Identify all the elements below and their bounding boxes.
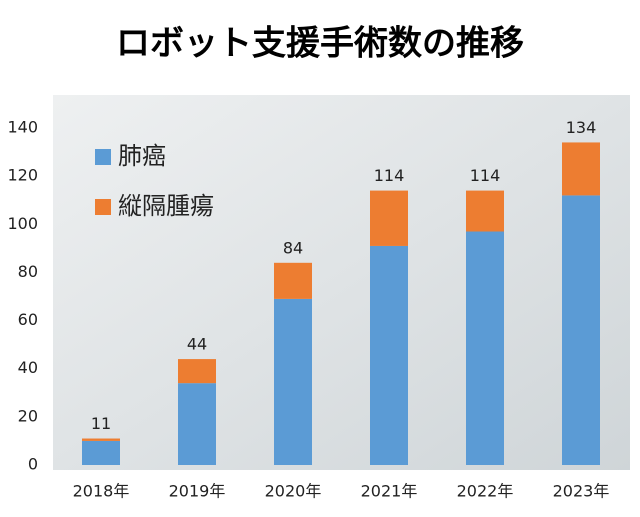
bar-segment <box>274 298 312 465</box>
bar-segment <box>370 245 408 465</box>
x-tick-label: 2023年 <box>553 482 610 501</box>
total-label: 11 <box>91 414 111 433</box>
bar-segment <box>274 262 312 299</box>
y-tick-label: 140 <box>7 118 38 137</box>
background-photo <box>53 95 630 470</box>
x-tick-label: 2020年 <box>265 482 322 501</box>
y-tick-label: 0 <box>28 455 38 474</box>
x-tick-label: 2021年 <box>361 482 418 501</box>
bar-segment <box>82 440 120 465</box>
y-tick-label: 20 <box>18 406 38 425</box>
bar-segment <box>562 195 600 465</box>
total-label: 114 <box>470 166 501 185</box>
legend-label: 縦隔腫瘍 <box>118 192 214 220</box>
y-tick-label: 40 <box>18 358 38 377</box>
total-label: 134 <box>566 118 597 137</box>
chart-title: ロボット支援手術数の推移 <box>116 24 524 64</box>
x-tick-label: 2022年 <box>457 482 514 501</box>
y-tick-label: 120 <box>7 166 38 185</box>
x-tick-label: 2018年 <box>73 482 130 501</box>
legend-swatch <box>95 149 111 165</box>
legend-label: 肺癌 <box>118 142 166 170</box>
y-tick-label: 100 <box>7 214 38 233</box>
bar-segment <box>466 231 504 465</box>
total-label: 84 <box>283 238 303 257</box>
total-label: 114 <box>374 166 405 185</box>
bar-segment <box>562 142 600 196</box>
total-label: 44 <box>187 335 207 354</box>
legend-swatch <box>95 199 111 215</box>
bar-segment <box>82 438 120 441</box>
bar-segment <box>178 359 216 384</box>
x-tick-label: 2019年 <box>169 482 226 501</box>
bar-segment <box>178 383 216 465</box>
bar-segment <box>370 190 408 246</box>
y-tick-label: 60 <box>18 310 38 329</box>
y-tick-label: 80 <box>18 262 38 281</box>
bar-segment <box>466 190 504 232</box>
